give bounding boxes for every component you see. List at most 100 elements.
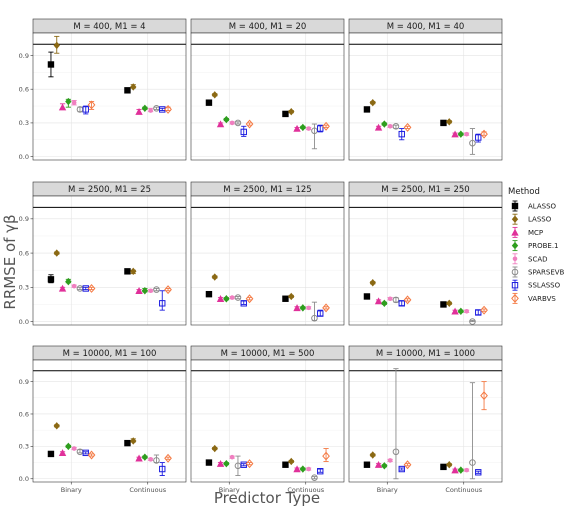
data-point (446, 461, 453, 469)
data-point (451, 466, 459, 474)
data-point (216, 120, 225, 128)
panel-border (190, 359, 345, 483)
y-tick-label: 0.0 (19, 475, 29, 483)
data-point (153, 286, 160, 293)
legend: Method ALASSO LASSO MCP PROBE.1 SCAD SPARSEVB… (508, 187, 565, 304)
x-tick-label: Binary (219, 486, 240, 494)
facet-label: M = 10000, M1 = 1000 (376, 349, 475, 359)
data-point (369, 98, 376, 107)
panel-border (348, 195, 503, 326)
data-point (141, 287, 149, 295)
data-point (245, 119, 254, 129)
facet-panel: M = 2500, M1 = 25 0.0 0.3 0.6 0.9 (19, 181, 187, 326)
data-point (322, 121, 330, 131)
data-point (229, 120, 235, 126)
data-point (223, 459, 230, 468)
panel-border (348, 359, 503, 483)
data-point (469, 139, 476, 147)
data-point (71, 283, 77, 289)
data-point (480, 391, 488, 401)
data-point (87, 284, 96, 293)
plot-background (349, 360, 502, 482)
legend-item-label: SSLASSO (528, 282, 561, 290)
data-point (293, 465, 301, 473)
legend-key-marker (511, 241, 519, 250)
facet-panel: M = 2500, M1 = 125 (190, 181, 345, 326)
data-point (363, 461, 371, 468)
data-point (363, 293, 371, 300)
data-point (363, 106, 371, 113)
data-point (205, 99, 213, 106)
data-point (311, 474, 318, 481)
data-point (299, 304, 307, 312)
y-tick-label: 0.3 (19, 119, 29, 127)
data-point (387, 123, 393, 129)
data-point (317, 125, 324, 132)
data-point (135, 454, 143, 462)
data-point (211, 273, 218, 281)
data-point (234, 119, 242, 127)
data-point (211, 91, 218, 99)
data-point (288, 292, 295, 301)
legend-key-marker (512, 256, 518, 262)
data-point (299, 123, 307, 132)
data-point (403, 460, 412, 470)
data-point (245, 459, 254, 469)
data-point (457, 466, 465, 474)
data-point (124, 268, 131, 275)
data-point (47, 450, 55, 458)
panel-border (32, 359, 187, 483)
y-axis-title: RRMSE of γβ (1, 214, 19, 309)
data-point (392, 296, 400, 304)
plot-background (191, 360, 344, 482)
data-point (392, 122, 400, 130)
data-point (82, 106, 89, 113)
facet-label: M = 400, M1 = 20 (229, 22, 307, 32)
data-point (240, 128, 247, 136)
data-point (306, 305, 311, 311)
data-point (47, 276, 55, 283)
data-point (451, 130, 459, 138)
y-tick-label: 0.0 (19, 153, 29, 161)
facet-label: M = 400, M1 = 40 (387, 22, 465, 32)
legend-title: Method (508, 187, 540, 197)
data-point (464, 467, 469, 473)
y-tick-label: 0.9 (19, 378, 29, 386)
facet-panels: M = 400, M1 = 40.00.30.60.9M = 400, M1 =… (19, 18, 503, 494)
data-point (398, 130, 405, 138)
data-point (381, 299, 388, 308)
data-point (216, 295, 225, 302)
data-point (381, 462, 388, 470)
facet-panel: M = 400, M1 = 40 (348, 18, 503, 161)
data-point (392, 448, 400, 456)
facet-panel: M = 10000, M1 = 100 0.0 0.3 0.6 0.9 Binary Con… (19, 345, 187, 494)
data-point (457, 307, 465, 316)
data-point (374, 297, 383, 305)
data-point (164, 104, 172, 114)
data-point (135, 287, 143, 294)
data-point (53, 41, 60, 50)
legend-item-label: ALASSO (528, 203, 557, 211)
data-point (53, 249, 60, 257)
data-point (475, 134, 482, 141)
panel-border (32, 32, 187, 161)
data-point (374, 123, 383, 131)
data-point (387, 296, 393, 302)
x-tick-label: Binary (61, 486, 82, 494)
x-axis-title: Predictor Type (214, 489, 320, 507)
facet-panel: M = 2500, M1 = 250 (348, 181, 503, 326)
facet-panel: M = 400, M1 = 20 (190, 18, 345, 161)
data-point (469, 318, 476, 325)
data-point (164, 453, 172, 463)
legend-item-label: LASSO (528, 216, 552, 224)
data-point (148, 288, 153, 294)
data-point (124, 87, 131, 94)
data-point (223, 295, 230, 303)
legend-item-label: SPARSEVB (528, 269, 565, 277)
data-point (446, 299, 453, 308)
data-point (293, 124, 301, 132)
data-point (374, 461, 383, 468)
data-point (47, 61, 55, 68)
legend-item-label: MCP (528, 229, 543, 237)
